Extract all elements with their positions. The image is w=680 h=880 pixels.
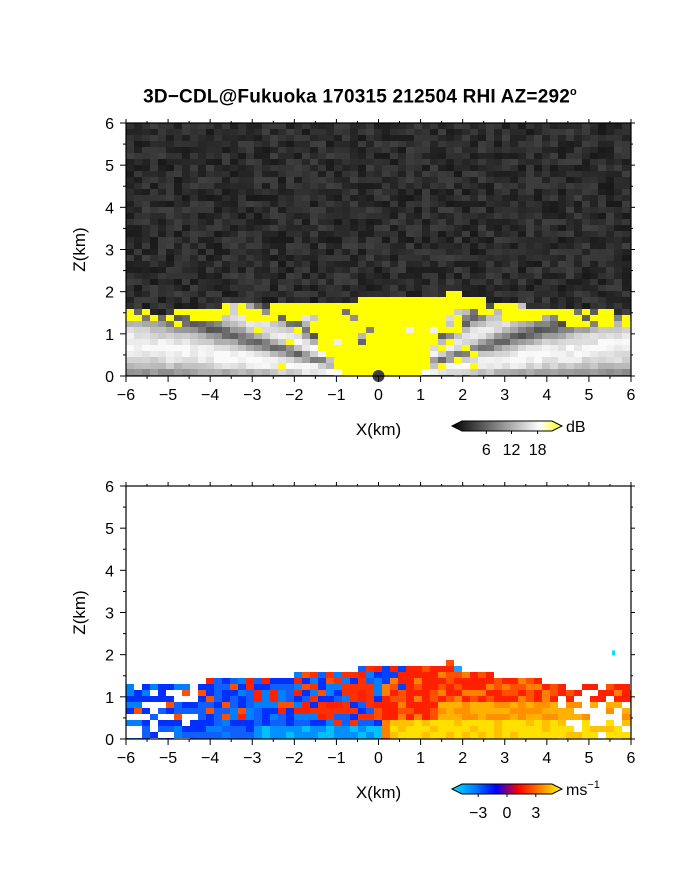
isolated-pixel	[612, 650, 616, 656]
colorbar: −3 0 3 ms−1	[450, 779, 600, 822]
y-tick-label: 5	[105, 521, 114, 538]
colorbar-tick-label: −3	[469, 805, 487, 822]
y-tick-label: 3	[105, 606, 114, 623]
x-tick-label: 3	[500, 387, 509, 404]
x-tick-label: 1	[416, 387, 425, 404]
y-tick-label: 2	[105, 285, 114, 302]
x-tick-label: −2	[285, 750, 303, 767]
chart-panel-2: −6 −5 −4 −3 −2 −1 0 1 2 3 4 5 6 0 1 2 3 4 5 6 X(km) Z(km) −3 0 3…	[70, 479, 636, 822]
y-tick-label: 1	[105, 327, 114, 344]
y-tick-label: 6	[105, 116, 114, 133]
x-tick-label: −6	[117, 750, 135, 767]
x-tick-label: −3	[243, 750, 261, 767]
colorbar-tick-label: 0	[503, 805, 512, 822]
y-axis-label: Z(km)	[70, 227, 89, 271]
x-tick-label: 0	[374, 750, 383, 767]
x-tick-label: 6	[627, 750, 636, 767]
x-tick-label: −4	[201, 750, 219, 767]
x-tick-label: 1	[416, 750, 425, 767]
y-tick-label: 1	[105, 690, 114, 707]
x-tick-label: 0	[374, 387, 383, 404]
x-tick-label: −6	[117, 387, 135, 404]
x-tick-label: 4	[542, 750, 551, 767]
x-tick-label: −3	[243, 387, 261, 404]
x-tick-label: 5	[584, 387, 593, 404]
colorbar-tick-label: 12	[503, 442, 521, 459]
x-axis-label: X(km)	[356, 783, 401, 802]
heatmap-cells	[126, 123, 631, 376]
x-tick-label: −1	[327, 387, 345, 404]
x-tick-label: −5	[159, 750, 177, 767]
y-tick-label: 5	[105, 158, 114, 175]
colorbar: 6 12 18 dB	[450, 419, 586, 459]
heatmap-cells	[126, 486, 631, 739]
x-axis-label: X(km)	[356, 420, 401, 439]
x-tick-label: −2	[285, 387, 303, 404]
colorbar-tick-label: 3	[531, 805, 540, 822]
y-tick-label: 2	[105, 648, 114, 665]
y-tick-label: 4	[105, 200, 114, 217]
x-tick-label: 3	[500, 750, 509, 767]
x-tick-label: 2	[458, 387, 467, 404]
colorbar-unit-exponent: −1	[587, 779, 600, 791]
x-tick-label: 4	[542, 387, 551, 404]
x-tick-label: 2	[458, 750, 467, 767]
y-tick-label: 6	[105, 479, 114, 496]
y-tick-label: 0	[105, 732, 114, 749]
x-tick-label: 6	[627, 387, 636, 404]
colorbar-tick-label: 18	[529, 442, 547, 459]
x-tick-label: −4	[201, 387, 219, 404]
x-tick-label: 5	[584, 750, 593, 767]
y-tick-label: 4	[105, 563, 114, 580]
x-tick-label: −5	[159, 387, 177, 404]
colorbar-tick-label: 6	[482, 442, 491, 459]
y-tick-label: 0	[105, 369, 114, 386]
y-axis-label: Z(km)	[70, 590, 89, 634]
y-tick-label: 3	[105, 243, 114, 260]
colorbar-unit-label: dB	[566, 419, 586, 436]
colorbar-gradient	[450, 420, 564, 432]
colorbar-gradient	[450, 783, 564, 795]
x-tick-label: −1	[327, 750, 345, 767]
colorbar-unit-label: ms−1	[566, 779, 600, 799]
figure-title: 3D−CDL@Fukuoka 170315 212504 RHI AZ=292o	[143, 86, 577, 108]
